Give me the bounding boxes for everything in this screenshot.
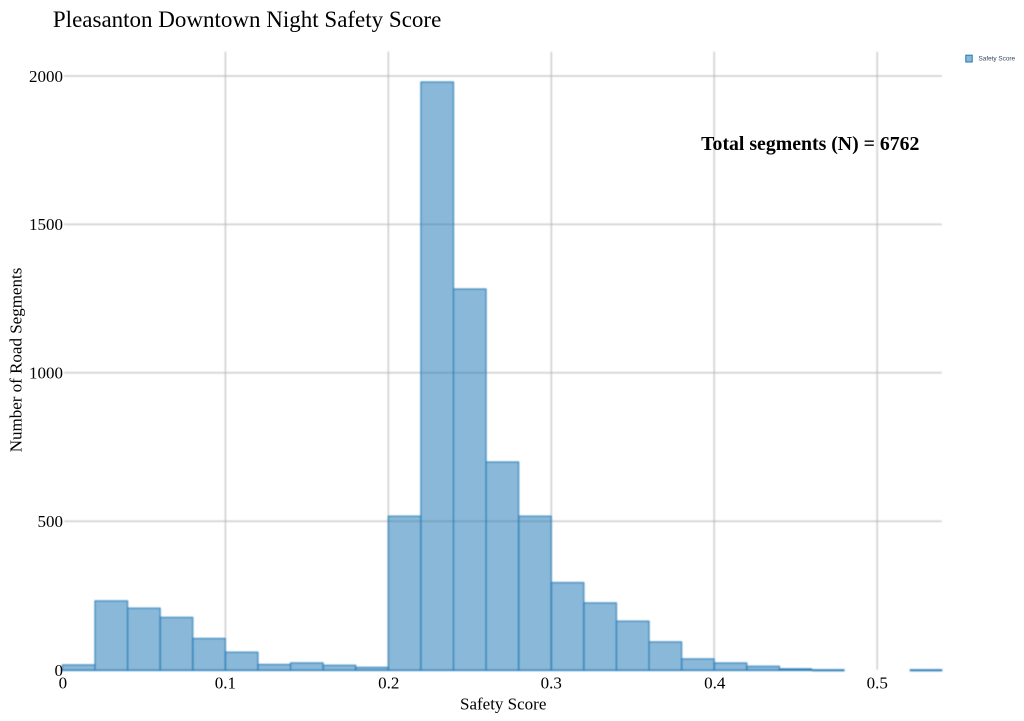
svg-text:1000: 1000 (29, 364, 63, 383)
svg-text:Safety Score: Safety Score (979, 56, 1016, 63)
svg-text:Number of Road Segments: Number of Road Segments (7, 268, 26, 453)
svg-text:0: 0 (59, 674, 68, 693)
svg-text:500: 500 (38, 512, 64, 531)
svg-text:Pleasanton Downtown Night Safe: Pleasanton Downtown Night Safety Score (53, 7, 441, 32)
svg-text:0.2: 0.2 (378, 674, 399, 693)
svg-text:0.4: 0.4 (704, 674, 726, 693)
svg-text:0.5: 0.5 (867, 674, 888, 693)
svg-text:0.1: 0.1 (215, 674, 236, 693)
svg-text:Total segments (N) = 6762: Total segments (N) = 6762 (701, 133, 919, 155)
svg-text:0: 0 (55, 661, 64, 680)
svg-text:Safety Score: Safety Score (460, 695, 546, 714)
svg-text:1500: 1500 (29, 215, 63, 234)
svg-text:2000: 2000 (29, 67, 63, 86)
svg-text:0.3: 0.3 (541, 674, 562, 693)
